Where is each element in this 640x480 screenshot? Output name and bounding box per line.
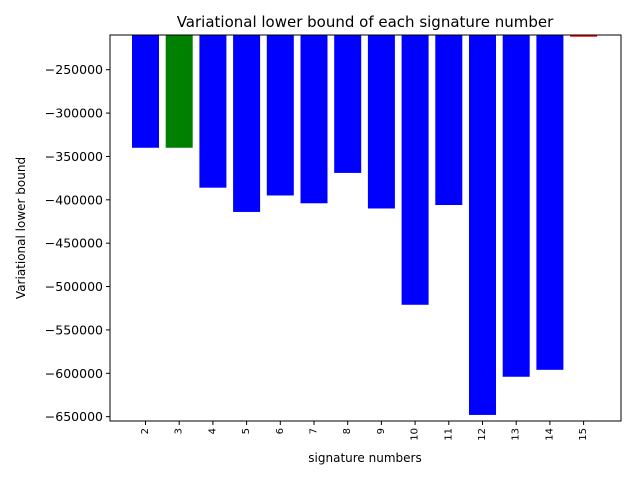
x-axis-label: signature numbers: [308, 451, 421, 465]
y-tick-label: −400000: [45, 192, 103, 207]
bar-8: [334, 35, 362, 173]
bar-12: [469, 35, 496, 415]
bar-15: [570, 35, 598, 37]
x-tick-label-12: 12: [477, 428, 488, 441]
y-tick-label: −250000: [45, 62, 103, 77]
y-tick-label: −550000: [45, 322, 103, 337]
bar-7: [300, 35, 328, 204]
bar-4: [199, 35, 227, 188]
bar-6: [266, 35, 294, 196]
x-tick-label-10: 10: [410, 428, 421, 441]
x-tick-label-5: 5: [241, 428, 252, 434]
y-tick-label: −500000: [45, 279, 103, 294]
bars-group: [132, 35, 598, 415]
chart-title: Variational lower bound of each signatur…: [177, 13, 554, 31]
y-tick-label: −350000: [45, 149, 103, 164]
axes-frame: [109, 34, 622, 422]
bar-9: [367, 35, 395, 209]
y-tick-label: −300000: [45, 106, 103, 121]
bar-3: [165, 35, 193, 148]
x-tick-label-3: 3: [174, 428, 185, 434]
bar-2: [132, 35, 159, 148]
x-tick-label-14: 14: [544, 428, 555, 441]
bar-10: [401, 35, 429, 305]
y-ticks-group: −250000 −300000 −350000 −400000 −450000 −5000…: [45, 62, 110, 424]
x-tick-label-8: 8: [342, 428, 353, 434]
y-tick-label: −650000: [45, 409, 103, 424]
bar-11: [435, 35, 463, 206]
x-tick-label-15: 15: [578, 428, 589, 441]
x-tick-label-7: 7: [309, 428, 320, 434]
bar-14: [536, 35, 564, 370]
x-tick-label-13: 13: [511, 428, 522, 441]
x-tick-label-4: 4: [207, 428, 218, 434]
bar-13: [502, 35, 530, 377]
x-tick-label-6: 6: [275, 428, 286, 434]
x-tick-label-11: 11: [443, 428, 454, 441]
x-tick-label-2: 2: [140, 428, 151, 434]
x-tick-label-9: 9: [376, 428, 387, 434]
y-tick-label: −600000: [45, 366, 103, 381]
bar-5: [233, 35, 261, 212]
x-ticks-group: 2 3 4 5 6 7 8 9 10 11 12 13 14 15: [140, 421, 589, 441]
y-axis-label: Variational lower bound: [14, 157, 28, 299]
y-tick-label: −450000: [45, 236, 103, 251]
